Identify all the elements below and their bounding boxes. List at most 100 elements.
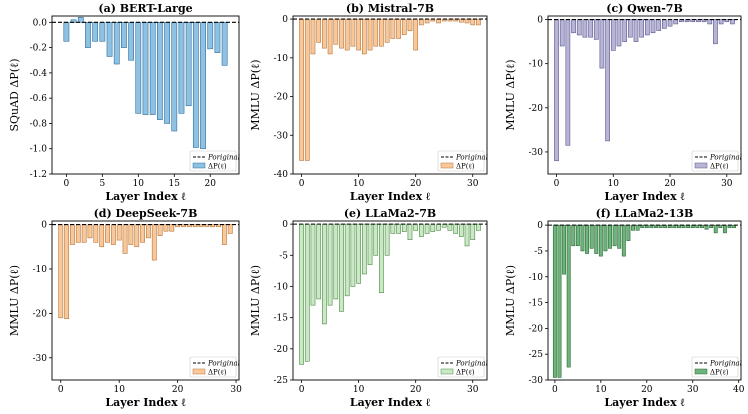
legend-delta-swatch: [192, 368, 206, 375]
bar-layer-9: [128, 22, 135, 61]
bar-layer-27: [216, 224, 221, 228]
bar-layer-15: [146, 224, 151, 239]
bar-layer-27: [677, 224, 681, 229]
x-tick-label: 5: [99, 179, 105, 189]
bar-layer-1: [559, 19, 565, 47]
chart-a: 0 5 10 15 20 0.0 -0.2 -0.4 -0.6 -0.8 -1.0 -1.2 (a) B…: [8, 2, 240, 203]
y-tick-label: -0.4: [30, 69, 48, 79]
y-tick-label: -0.8: [30, 119, 48, 129]
bar-layer-2: [565, 19, 571, 146]
x-tick-label: 15: [169, 179, 181, 189]
bar-layer-14: [633, 19, 639, 42]
bar-layer-28: [221, 224, 227, 245]
bar-layer-23: [430, 223, 436, 232]
legend-original-label: Poriginal: [709, 360, 742, 368]
bar-layer-30: [470, 223, 476, 241]
axes-frame: [547, 15, 742, 175]
chart-title: (b) Mistral-7B: [346, 2, 434, 15]
x-tick-label: 10: [133, 179, 145, 189]
y-axis-label: MMLU ΔP(ℓ): [249, 59, 262, 130]
x-tick-label: 0: [64, 179, 70, 189]
x-tick-label: 10: [353, 385, 365, 395]
y-tick-label: -20: [33, 309, 48, 319]
bar-layer-2: [70, 224, 75, 245]
bar-layer-3: [85, 22, 91, 48]
x-tick-label: 30: [230, 385, 242, 395]
x-axis-label: Layer Index ℓ: [105, 190, 186, 203]
bar-layer-18: [401, 18, 407, 35]
bar-layer-6: [93, 224, 99, 243]
bar-layer-33: [704, 224, 709, 230]
bar-layer-3: [316, 18, 322, 43]
x-tick-label: 40: [733, 385, 745, 395]
bar-layer-14: [379, 223, 384, 294]
bar-layer-10: [598, 224, 603, 257]
bar-layer-4: [92, 22, 99, 42]
bar-layer-5: [99, 22, 106, 42]
bar-layer-19: [169, 224, 175, 232]
bar-layer-6: [106, 22, 113, 57]
legend-original-label: Poriginal: [455, 154, 488, 162]
y-tick-label: 0.0: [33, 18, 48, 28]
bar-layer-0: [552, 224, 557, 378]
bar-layer-7: [339, 223, 344, 312]
bar-layer-8: [344, 223, 350, 297]
x-tick-label: 20: [641, 385, 653, 395]
bar-layer-24: [436, 223, 441, 231]
chart-title: (f) LLaMa2-13B: [596, 207, 694, 220]
bar-layer-19: [407, 223, 413, 241]
bar-layer-9: [350, 18, 356, 47]
chart-b: 0 10 20 30 0 -10 -20 -30 -40 (b) Mistral-7B Layer …: [249, 2, 488, 203]
chart-title: (e) LLaMa2-7B: [344, 207, 436, 220]
x-tick-label: 0: [58, 385, 64, 395]
bar-layer-14: [140, 224, 145, 243]
axes-frame: [547, 220, 742, 381]
y-tick-label: 0: [41, 221, 47, 231]
bar-layer-1: [304, 18, 310, 161]
axes-frame: [292, 220, 488, 381]
bar-layer-36: [718, 224, 723, 229]
x-tick-label: 0: [554, 179, 560, 189]
chart-e: 0 10 20 30 0 -5 -10 -15 -20 -25 (e) LLaMa2-7B Layer…: [249, 207, 488, 409]
bar-layer-22: [424, 18, 430, 24]
y-tick-label: -1.2: [30, 170, 47, 180]
y-tick-label: -10: [33, 265, 48, 275]
bar-layer-5: [327, 18, 333, 55]
bar-layer-5: [575, 224, 580, 247]
y-axis-label: MMLU ΔP(ℓ): [504, 59, 517, 130]
y-tick-label: -10: [274, 282, 289, 292]
y-tick-label: -40: [274, 170, 289, 180]
bar-layer-8: [589, 224, 594, 249]
bar-layer-20: [175, 224, 181, 228]
y-axis-label: MMLU ΔP(ℓ): [504, 265, 517, 336]
x-tick-label: 20: [664, 179, 676, 189]
bar-layer-5: [87, 224, 93, 239]
bar-layer-21: [673, 19, 679, 25]
bar-layer-11: [361, 18, 367, 55]
legend-original-label: Poriginal: [709, 154, 742, 162]
x-axis-label: Layer Index ℓ: [350, 396, 431, 409]
bar-layer-9: [350, 223, 356, 287]
bar-layer-16: [151, 224, 157, 261]
y-tick-label: -10: [274, 54, 289, 64]
y-tick-label: -20: [274, 345, 289, 355]
bar-layer-22: [424, 223, 430, 234]
x-tick-label: 0: [299, 385, 305, 395]
bar-layer-4: [81, 224, 87, 243]
bar-layer-7: [339, 18, 344, 49]
bar-layer-1: [557, 224, 562, 378]
bar-layer-0: [299, 223, 304, 365]
bar-layer-15: [621, 224, 626, 257]
bar-layer-3: [316, 223, 322, 300]
bar-layer-16: [390, 223, 396, 234]
y-tick-label: -1.0: [30, 145, 48, 155]
x-axis-label: Layer Index ℓ: [604, 190, 685, 203]
bar-layer-19: [640, 224, 645, 229]
bar-layer-15: [171, 22, 178, 132]
legend-delta-swatch: [192, 162, 206, 169]
bar-layer-31: [476, 18, 481, 26]
bar-layer-9: [110, 224, 116, 245]
legend-delta-label: ΔP(ℓ): [710, 369, 729, 377]
y-tick-label: -30: [529, 148, 544, 158]
bar-layer-4: [322, 223, 327, 325]
